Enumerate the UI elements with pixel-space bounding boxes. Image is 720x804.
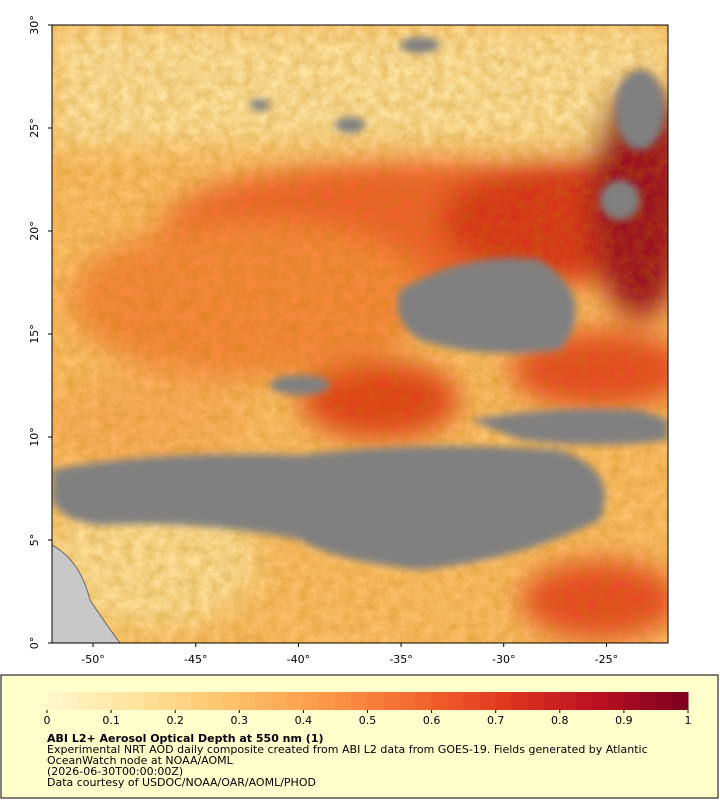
colorbar-step	[463, 692, 481, 710]
colorbar-tick-label: 0.8	[551, 714, 569, 727]
colorbar-tick-label: 0.6	[423, 714, 441, 727]
colorbar-step	[671, 692, 689, 710]
caption-line: Experimental NRT AOD daily composite cre…	[47, 743, 648, 756]
y-tick-label: 30°	[28, 15, 41, 35]
colorbar-step	[191, 692, 208, 710]
colorbar-step	[175, 692, 192, 710]
caption-line: OceanWatch node at NOAA/AOML	[47, 754, 234, 767]
y-tick-label: 25°	[28, 118, 41, 138]
colorbar-step	[655, 692, 673, 710]
caption-title: ABI L2+ Aerosol Optical Depth at 550 nm …	[47, 732, 324, 745]
colorbar-step	[303, 692, 320, 710]
x-tick-label: -25°	[595, 653, 618, 666]
colorbar-tick-label: 0.4	[295, 714, 313, 727]
colorbar-step	[239, 692, 256, 710]
colorbar-tick-label: 0	[44, 714, 51, 727]
caption-line: Data courtesy of USDOC/NOAA/OAR/AOML/PHO…	[47, 776, 316, 789]
colorbar-step	[335, 692, 352, 710]
colorbar-step	[431, 692, 449, 710]
y-tick-label: 10°	[28, 427, 41, 447]
colorbar-step	[367, 692, 385, 710]
colorbar-step	[399, 692, 417, 710]
colorbar-step	[447, 692, 465, 710]
colorbar-step	[591, 692, 609, 710]
colorbar-tick-label: 0.5	[359, 714, 377, 727]
x-tick-label: -45°	[184, 653, 207, 666]
colorbar-step	[383, 692, 401, 710]
y-tick-label: 15°	[28, 324, 41, 344]
colorbar-step	[143, 692, 160, 710]
colorbar-step	[47, 692, 64, 710]
colorbar-step	[495, 692, 513, 710]
x-tick-label: -40°	[287, 653, 310, 666]
colorbar-tick-label: 0.3	[231, 714, 249, 727]
aod-field	[52, 25, 668, 643]
colorbar-step	[607, 692, 625, 710]
colorbar-step	[255, 692, 272, 710]
colorbar-step	[63, 692, 80, 710]
colorbar-step	[111, 692, 128, 710]
colorbar-step	[559, 692, 577, 710]
colorbar-tick-label: 0.9	[615, 714, 633, 727]
caption-line: (2026-06-30T00:00:00Z)	[47, 765, 183, 778]
y-tick-label: 20°	[28, 221, 41, 241]
y-tick-label: 5°	[28, 534, 41, 547]
colorbar-tick-label: 1	[685, 714, 692, 727]
colorbar-step	[527, 692, 545, 710]
colorbar-step	[575, 692, 593, 710]
colorbar-step	[95, 692, 112, 710]
colorbar-step	[543, 692, 561, 710]
colorbar-step	[319, 692, 336, 710]
x-tick-label: -50°	[81, 653, 104, 666]
colorbar-step	[351, 692, 368, 710]
colorbar-step	[207, 692, 224, 710]
colorbar-step	[271, 692, 288, 710]
colorbar-step	[223, 692, 240, 710]
y-tick-label: 0°	[28, 637, 41, 650]
colorbar-tick-label: 0.2	[166, 714, 184, 727]
x-tick-label: -30°	[492, 653, 515, 666]
colorbar-step	[639, 692, 657, 710]
colorbar-step	[415, 692, 433, 710]
colorbar-step	[479, 692, 497, 710]
colorbar-step	[127, 692, 144, 710]
colorbar-tick-label: 0.1	[102, 714, 120, 727]
colorbar-tick-label: 0.7	[487, 714, 505, 727]
colorbar-step	[287, 692, 304, 710]
colorbar-step	[511, 692, 529, 710]
colorbar-step	[623, 692, 641, 710]
x-tick-label: -35°	[389, 653, 412, 666]
colorbar-step	[79, 692, 96, 710]
colorbar-step	[159, 692, 176, 710]
